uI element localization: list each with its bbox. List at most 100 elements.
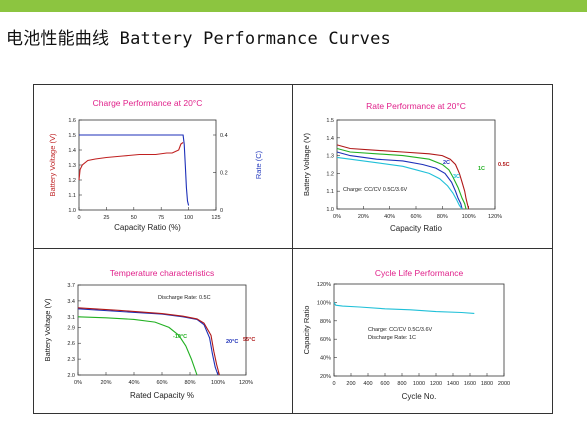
chart1-series-label-2c: 2C	[443, 160, 450, 166]
chart0-x-axis-label: Capacity Ratio (%)	[114, 223, 181, 232]
chart0-xtick-label: 75	[158, 215, 164, 221]
top-accent-bar	[0, 0, 587, 12]
chart2-xtick-label: 100%	[211, 380, 225, 386]
chart3-xtick-label: 2000	[498, 381, 510, 387]
chart2-series-55-c-line	[77, 307, 220, 376]
chart1-ytick-label: 1.2	[326, 171, 334, 177]
chart1-x-axis-label: Capacity Ratio	[390, 224, 443, 233]
cycle-life-performance-chart: Cycle Life Performance 0 200 400 600 800 1000 1…	[302, 268, 510, 401]
chart2-ytick-label: 2.9	[67, 325, 75, 331]
chart2-series-20-c-line	[77, 308, 219, 376]
chart3-series-series-0-line	[333, 302, 475, 314]
chart3-x-axis-label: Cycle No.	[402, 392, 437, 401]
chart0-ytick-label: 1.2	[68, 178, 76, 184]
chart3-ytick-label: 40%	[320, 356, 331, 362]
page-title: 电池性能曲线 Battery Performance Curves	[6, 29, 391, 49]
chart3-xtick-label: 0	[332, 381, 335, 387]
rate-performance-chart: Rate Performance at 20°C 0% 20% 40% 60% 80% 10…	[302, 101, 510, 233]
chart0-ytick-label: 1.5	[68, 133, 76, 139]
chart0-xtick-label: 125	[211, 215, 220, 221]
chart1-xtick-label: 60%	[410, 214, 421, 220]
chart2-ytick-label: 3.7	[67, 283, 75, 289]
chart2-series-label-10-c: -10°C	[173, 334, 187, 340]
chart2-xtick-label: 0%	[74, 380, 82, 386]
chart1-series-label-1c: 1C	[478, 166, 485, 172]
chart0-ytick-label: 1.0	[68, 208, 76, 214]
grid-divider-vertical	[292, 84, 293, 414]
chart0-ytick-label: 1.4	[68, 148, 76, 154]
chart3-title: Cycle Life Performance	[375, 268, 464, 278]
chart3-xtick-label: 1400	[447, 381, 459, 387]
charts-grid-frame	[33, 84, 553, 414]
chart1-ytick-label: 1.3	[326, 154, 334, 160]
chart0-xtick-label: 25	[103, 215, 109, 221]
chart3-xtick-label: 1200	[430, 381, 442, 387]
chart0-y2-axis-label: Rate (C)	[254, 150, 263, 179]
chart0-y2tick-label: 0.2	[220, 171, 228, 177]
chart2-annotation: Discharge Rate: 0.5C	[158, 295, 211, 301]
chart0-y-axis-label: Battery Voltage (V)	[48, 133, 57, 196]
chart0-y2tick-label: 0.4	[220, 133, 228, 139]
chart1-annotation: Charge: CC/CV 0.5C/3.6V	[343, 187, 408, 193]
chart0-series-series-0-line	[78, 142, 184, 181]
chart3-xtick-label: 200	[346, 381, 355, 387]
chart3-ytick-label: 100%	[317, 300, 331, 306]
chart1-series-3c-line	[336, 156, 463, 210]
chart1-ytick-label: 1.4	[326, 136, 334, 142]
chart1-ytick-label: 1.5	[326, 118, 334, 124]
chart1-xtick-label: 40%	[384, 214, 395, 220]
chart1-xtick-label: 0%	[333, 214, 341, 220]
chart2-xtick-label: 40%	[128, 380, 139, 386]
chart2-series-10-c-line	[77, 316, 198, 376]
chart0-series-series-1-line	[79, 134, 190, 206]
chart1-xtick-label: 120%	[488, 214, 502, 220]
chart3-y-axis-label: Capacity Ratio	[302, 306, 311, 355]
chart3-ytick-label: 120%	[317, 282, 331, 288]
chart3-ytick-label: 60%	[320, 337, 331, 343]
chart2-y-axis-label: Battery Voltage (V)	[43, 298, 52, 361]
chart3-xtick-label: 400	[363, 381, 372, 387]
chart2-title: Temperature characteristics	[110, 268, 214, 278]
chart3-ytick-label: 20%	[320, 374, 331, 380]
chart2-xtick-label: 20%	[100, 380, 111, 386]
chart1-xtick-label: 100%	[462, 214, 476, 220]
chart1-y-axis-label: Battery Voltage (V)	[302, 133, 311, 196]
chart2-xtick-label: 80%	[184, 380, 195, 386]
chart3-annotation: Charge: CC/CV 0.5C/3.6V	[368, 327, 433, 333]
chart0-ytick-label: 1.1	[68, 193, 76, 199]
chart2-series-label-20-c: 20°C	[226, 339, 238, 345]
chart0-title: Charge Performance at 20°C	[93, 98, 203, 108]
chart3-xtick-label: 1000	[413, 381, 425, 387]
chart2-xtick-label: 120%	[239, 380, 253, 386]
chart0-ytick-label: 1.3	[68, 163, 76, 169]
chart1-title: Rate Performance at 20°C	[366, 101, 466, 111]
chart2-ytick-label: 2.3	[67, 357, 75, 363]
chart1-series-label-0-5c: 0.5C	[498, 162, 510, 168]
chart2-series-label-55-c: 55°C	[243, 337, 255, 343]
chart2-ytick-label: 3.4	[67, 299, 75, 305]
grid-divider-horizontal	[33, 248, 553, 249]
chart0-xtick-label: 0	[77, 215, 80, 221]
chart1-xtick-label: 80%	[437, 214, 448, 220]
chart1-plot-area	[336, 119, 496, 210]
chart2-ytick-label: 2.6	[67, 341, 75, 347]
chart1-series-2c-line	[336, 151, 463, 210]
chart3-xtick-label: 800	[397, 381, 406, 387]
chart3-xtick-label: 1800	[481, 381, 493, 387]
chart1-ytick-label: 1.0	[326, 207, 334, 213]
chart2-x-axis-label: Rated Capacity %	[130, 391, 194, 400]
chart1-series-1c-line	[336, 147, 467, 210]
chart2-xtick-label: 60%	[156, 380, 167, 386]
chart0-ytick-label: 1.6	[68, 118, 76, 124]
charge-performance-chart: Charge Performance at 20°C 0 25 50 75 100 125 1…	[48, 98, 263, 232]
temperature-characteristics-chart: Temperature characteristics 0% 20% 40% 60% 80…	[43, 268, 255, 400]
chart1-series-label-3c: 3C	[453, 174, 460, 180]
chart1-ytick-label: 1.1	[326, 189, 334, 195]
chart0-xtick-label: 50	[131, 215, 137, 221]
chart3-xtick-label: 1600	[464, 381, 476, 387]
chart0-xtick-label: 100	[184, 215, 193, 221]
chart3-annotation: Discharge Rate: 1C	[368, 335, 416, 341]
chart2-ytick-label: 3.1	[67, 315, 75, 321]
chart1-series-0-5c-line	[336, 144, 470, 210]
chart0-plot-area	[78, 119, 217, 211]
